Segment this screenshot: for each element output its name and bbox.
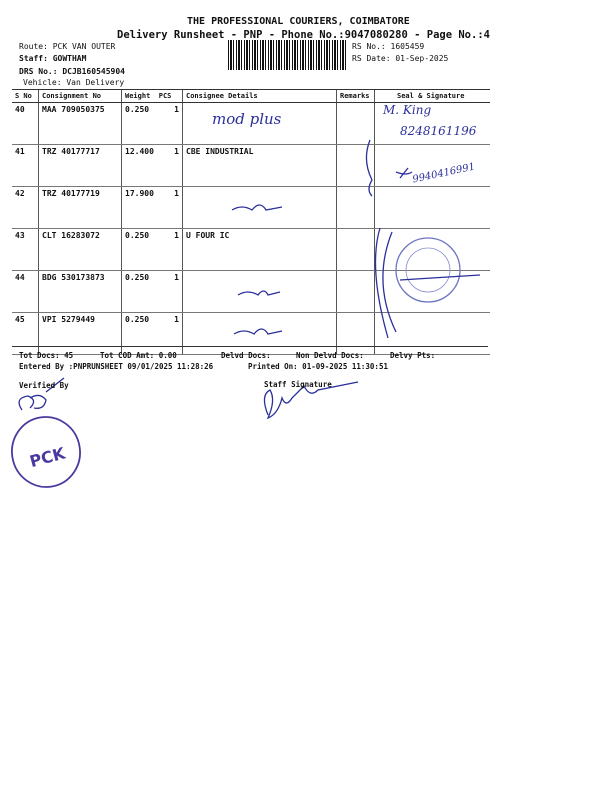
cell-consignee: U FOUR IC: [182, 228, 337, 271]
pcs: 1: [174, 105, 179, 114]
weight: 12.400: [125, 147, 154, 156]
cell-sno: 40: [12, 102, 39, 145]
weight: 0.250: [125, 231, 150, 240]
table-row: 40 MAA 709050375 0.250 1: [12, 102, 490, 145]
total-docs: Tot Docs: 45: [19, 351, 74, 360]
row42-signature: [231, 204, 283, 211]
cell-remarks: [336, 228, 375, 271]
non-delivered-docs: Non Delvd Docs:: [296, 351, 364, 360]
cell-sno: 41: [12, 144, 39, 187]
weight: 0.250: [125, 315, 150, 324]
cell-weight-pcs: 17.900 1: [121, 186, 183, 229]
cell-consignee: [182, 186, 337, 229]
verified-by: Verified By: [19, 381, 69, 390]
pcs: 1: [174, 273, 179, 282]
col-seal: Seal & Signature: [374, 89, 490, 103]
delivered-docs: Delvd Docs:: [221, 351, 271, 360]
vehicle: Vehicle: Van Delivery: [23, 78, 125, 87]
barcode: [228, 40, 348, 70]
cell-remarks: [336, 186, 375, 229]
col-sno: S No: [12, 89, 39, 103]
table-row: 42 TRZ 40177719 17.900 1: [12, 186, 490, 229]
staff: Staff: GOWTHAM: [19, 54, 87, 63]
cell-weight-pcs: 0.250 1: [121, 228, 183, 271]
cell-seal: [374, 102, 490, 145]
stamp-text: PCK: [28, 443, 68, 471]
pcs: 1: [174, 189, 179, 198]
cell-consignment: MAA 709050375: [38, 102, 122, 145]
handwritten-phone: 8248161196: [400, 124, 477, 138]
cell-consignee: [182, 312, 337, 355]
runsheet-table: S No Consignment No Weight PCS Consignee…: [12, 89, 490, 355]
rs-number: RS No.: 1605459: [352, 42, 425, 51]
cell-weight-pcs: 0.250 1: [121, 270, 183, 313]
cell-consignee: [182, 102, 337, 145]
total-cod: Tot COD Amt: 0.00: [100, 351, 177, 360]
cell-consignment: VPI 5279449: [38, 312, 122, 355]
weight: 17.900: [125, 189, 154, 198]
cell-weight-pcs: 0.250 1: [121, 312, 183, 355]
cell-remarks: [336, 102, 375, 145]
cell-seal: [374, 228, 490, 271]
col-consignee: Consignee Details: [182, 89, 337, 103]
cell-consignment: TRZ 40177717: [38, 144, 122, 187]
table-row: 41 TRZ 40177717 12.400 1 CBE INDUSTRIAL: [12, 144, 490, 187]
row44-signature: [237, 290, 281, 296]
weight: 0.250: [125, 273, 150, 282]
cell-weight-pcs: 12.400 1: [121, 144, 183, 187]
cell-sno: 43: [12, 228, 39, 271]
table-row: 45 VPI 5279449 0.250 1: [12, 312, 490, 355]
table-row: 44 BDG 530173873 0.250 1: [12, 270, 490, 313]
weight: 0.250: [125, 105, 150, 114]
pck-stamp: PCK: [11, 416, 81, 488]
company-name: THE PROFESSIONAL COURIERS, COIMBATORE: [187, 16, 410, 27]
cell-sno: 44: [12, 270, 39, 313]
route: Route: PCK VAN OUTER: [19, 42, 116, 51]
pcs: 1: [174, 315, 179, 324]
cell-seal: [374, 144, 490, 187]
runsheet-title: Delivery Runsheet - PNP - Phone No.:9047…: [117, 29, 490, 41]
cell-remarks: [336, 144, 375, 187]
delivery-points: Delvy Pts:: [390, 351, 436, 360]
cell-consignment: TRZ 40177719: [38, 186, 122, 229]
cell-seal: [374, 186, 490, 229]
cell-remarks: [336, 312, 375, 355]
cell-remarks: [336, 270, 375, 313]
cell-sno: 45: [12, 312, 39, 355]
cell-consignment: CLT 16283072: [38, 228, 122, 271]
staff-signature-label: Staff Signature: [264, 380, 332, 389]
col-consignment: Consignment No: [38, 89, 122, 103]
pcs: 1: [174, 231, 179, 240]
col-remarks: Remarks: [336, 89, 375, 103]
cell-weight-pcs: 0.250 1: [121, 102, 183, 145]
verifier-signature-mark: [18, 377, 65, 411]
rs-date: RS Date: 01-Sep-2025: [352, 54, 449, 63]
col-weight-pcs: Weight PCS: [121, 89, 183, 103]
entered-by: Entered By :PNPRUNSHEET 09/01/2025 11:28…: [19, 362, 214, 371]
handwritten-receiver-name: M. King: [383, 103, 432, 117]
pcs: 1: [174, 147, 179, 156]
cell-consignee: CBE INDUSTRIAL: [182, 144, 337, 187]
cell-consignment: BDG 530173873: [38, 270, 122, 313]
staff-signature-mark: [263, 381, 359, 420]
table-bottom-rule: [12, 346, 488, 347]
cell-seal: [374, 312, 490, 355]
row45-signature: [233, 328, 283, 335]
handwritten-consignee: mod plus: [212, 110, 282, 128]
cell-sno: 42: [12, 186, 39, 229]
cell-consignee: [182, 270, 337, 313]
drs-number: DRS No.: DCJB160545904: [19, 67, 125, 76]
printed-on: Printed On: 01-09-2025 11:30:51: [248, 362, 388, 371]
table-row: 43 CLT 16283072 0.250 1 U FOUR IC: [12, 228, 490, 271]
